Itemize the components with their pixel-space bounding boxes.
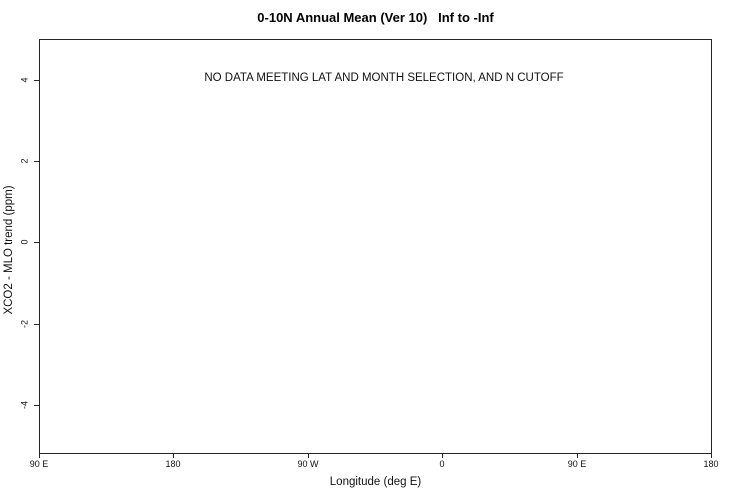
x-tick-label: 90 W: [297, 459, 319, 469]
y-tick-label: -4: [19, 400, 30, 410]
no-data-message: NO DATA MEETING LAT AND MONTH SELECTION,…: [204, 72, 564, 84]
x-axis-label: Longitude (deg E): [329, 476, 422, 488]
y-tick-label: 2: [19, 158, 30, 164]
x-tick-label: 0: [439, 459, 445, 469]
chart-title: 0-10N Annual Mean (Ver 10) Inf to -Inf: [257, 10, 494, 25]
x-tick-label: 180: [703, 459, 719, 469]
plot-area: [39, 39, 712, 454]
x-tick-mark: [711, 453, 712, 458]
x-tick-label: 180: [165, 459, 181, 469]
x-tick-label: 90 E: [29, 459, 49, 469]
y-tick-mark: [34, 242, 39, 243]
x-tick-mark: [442, 453, 443, 458]
y-axis-label: XCO2 - MLO trend (ppm): [3, 185, 15, 315]
y-tick-label: 4: [19, 77, 30, 83]
y-tick-label: -2: [19, 319, 30, 329]
x-tick-mark: [39, 453, 40, 458]
y-tick-label: 0: [19, 239, 30, 245]
y-tick-mark: [34, 405, 39, 406]
y-tick-mark: [34, 161, 39, 162]
x-tick-mark: [173, 453, 174, 458]
x-tick-label: 90 E: [567, 459, 587, 469]
y-tick-mark: [34, 324, 39, 325]
y-tick-mark: [34, 80, 39, 81]
x-tick-mark: [308, 453, 309, 458]
x-tick-mark: [577, 453, 578, 458]
